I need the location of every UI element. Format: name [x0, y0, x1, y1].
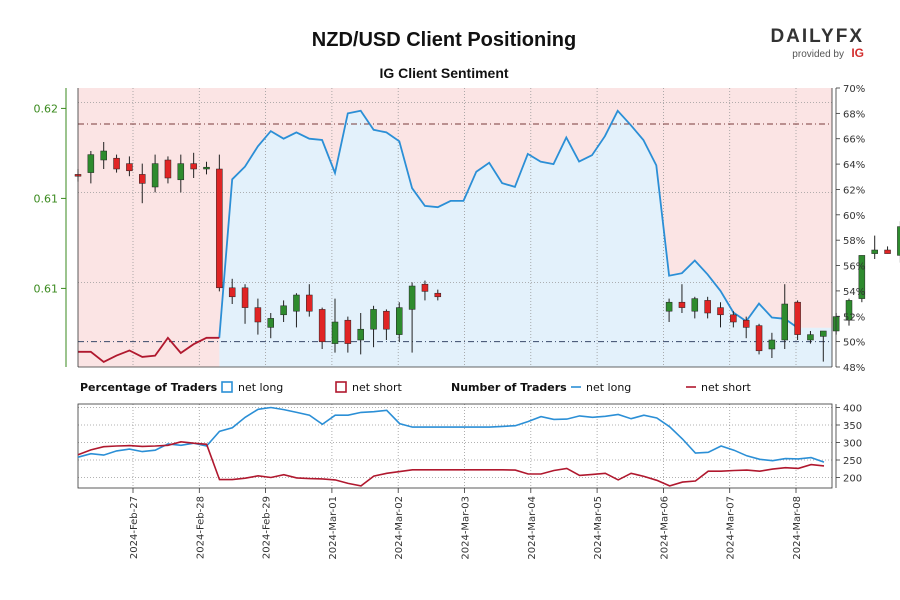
candle-body	[409, 286, 415, 309]
date-tick-label: 2024-Feb-27	[129, 496, 140, 559]
logo-brand: DAILYFX	[770, 26, 864, 47]
percent-tick-label: 64%	[843, 160, 865, 171]
candle-body	[229, 288, 235, 297]
percent-tick-label: 50%	[843, 338, 865, 349]
candle-body	[820, 331, 826, 336]
net-long-count-line	[78, 408, 824, 463]
legend: Percentage of Traders net long net short…	[80, 381, 752, 394]
traders-count-panel	[78, 404, 832, 488]
legend-pct-short-swatch	[336, 382, 346, 392]
date-tick-label: 2024-Mar-05	[593, 496, 604, 560]
traders-count-axis: 400 350 300 250 200	[836, 404, 862, 489]
traders-tick-label: 350	[843, 421, 862, 432]
date-tick-label: 2024-Mar-04	[527, 496, 538, 560]
date-tick-label: 2024-Mar-02	[394, 496, 405, 560]
percent-tick-label: 66%	[843, 135, 865, 146]
traders-tick-label: 400	[843, 404, 862, 415]
candle-body	[666, 302, 672, 311]
candle-body	[692, 299, 698, 312]
legend-num-long-label: net long	[586, 381, 631, 394]
date-tick-label: 2024-Mar-07	[726, 496, 737, 560]
candle-body	[191, 164, 197, 169]
candle-body	[126, 164, 132, 171]
legend-percentage-title: Percentage of Traders	[80, 381, 218, 394]
dailyfx-logo: DAILYFX provided by IG	[770, 26, 864, 60]
legend-num-short-label: net short	[701, 381, 752, 394]
candle-body	[756, 326, 762, 351]
percent-tick-label: 60%	[843, 211, 865, 222]
candle-body	[371, 309, 377, 329]
date-tick-label: 2024-Feb-29	[262, 496, 273, 559]
traders-tick-label: 250	[843, 456, 862, 467]
price-tick-label: 0.61	[34, 282, 59, 295]
percent-tick-label: 48%	[843, 363, 865, 374]
candle-body	[396, 308, 402, 335]
candle-body	[705, 300, 711, 313]
candle-body	[435, 293, 441, 297]
candle-body	[332, 322, 338, 344]
price-tick-label: 0.62	[34, 102, 59, 115]
candle-body	[178, 164, 184, 180]
candle-body	[872, 250, 878, 254]
legend-number-title: Number of Traders	[451, 381, 567, 394]
candle-body	[306, 295, 312, 311]
candle-body	[422, 284, 428, 291]
candle-body	[807, 335, 813, 340]
date-tick-label: 2024-Feb-28	[195, 496, 206, 559]
candle-body	[152, 164, 158, 187]
candle-body	[255, 308, 261, 322]
candle-body	[679, 302, 685, 307]
logo-provider: IG	[851, 46, 864, 60]
candle-body	[782, 304, 788, 340]
percent-tick-label: 70%	[843, 84, 865, 95]
date-tick-label: 2024-Mar-08	[792, 496, 803, 560]
candle-body	[885, 250, 891, 254]
candle-body	[88, 155, 94, 173]
candle-body	[358, 329, 364, 340]
date-tick-label: 2024-Mar-03	[461, 496, 472, 560]
price-axis: 0.62 0.61 0.61	[34, 88, 67, 367]
candle-body	[216, 169, 222, 288]
chart-title: NZD/USD Client Positioning	[312, 29, 576, 51]
chart-subtitle: IG Client Sentiment	[379, 65, 508, 81]
net-short-count-line	[78, 442, 824, 486]
candle-body	[242, 288, 248, 308]
percent-tick-label: 62%	[843, 185, 865, 196]
candle-body	[114, 158, 120, 169]
percent-tick-label: 54%	[843, 287, 865, 298]
candle-body	[101, 151, 107, 160]
candle-body	[383, 311, 389, 329]
candle-body	[139, 174, 145, 183]
main-chart-panel	[75, 88, 900, 367]
candle-body	[204, 167, 210, 169]
candle-body	[268, 318, 274, 327]
legend-pct-short-label: net short	[352, 381, 403, 394]
candle-body	[718, 308, 724, 315]
candle-body	[319, 309, 325, 341]
percent-tick-label: 52%	[843, 312, 865, 323]
candle-body	[769, 340, 775, 349]
percent-axis: 70% 68% 66% 64% 62% 60% 58% 56% 54% 52% 50% 48%	[836, 84, 865, 374]
percent-tick-label: 68%	[843, 109, 865, 120]
legend-pct-long-swatch	[222, 382, 232, 392]
percent-tick-label: 56%	[843, 262, 865, 273]
candle-body	[345, 320, 351, 343]
traders-tick-label: 300	[843, 439, 862, 450]
traders-tick-label: 200	[843, 474, 862, 485]
logo-tagline: provided by	[792, 49, 844, 60]
candle-body	[795, 302, 801, 334]
date-axis: 2024-Feb-27 2024-Feb-28 2024-Feb-29 2024-Ma…	[129, 488, 803, 560]
date-tick-label: 2024-Mar-06	[659, 496, 670, 560]
candle-body	[281, 306, 287, 315]
legend-pct-long-label: net long	[238, 381, 283, 394]
price-tick-label: 0.61	[34, 192, 59, 205]
candle-body	[730, 315, 736, 322]
percent-tick-label: 58%	[843, 236, 865, 247]
traders-panel-frame	[78, 404, 832, 488]
date-tick-label: 2024-Mar-01	[328, 496, 339, 560]
candle-body	[293, 295, 299, 311]
candle-body	[743, 320, 749, 327]
candle-body	[165, 160, 171, 178]
